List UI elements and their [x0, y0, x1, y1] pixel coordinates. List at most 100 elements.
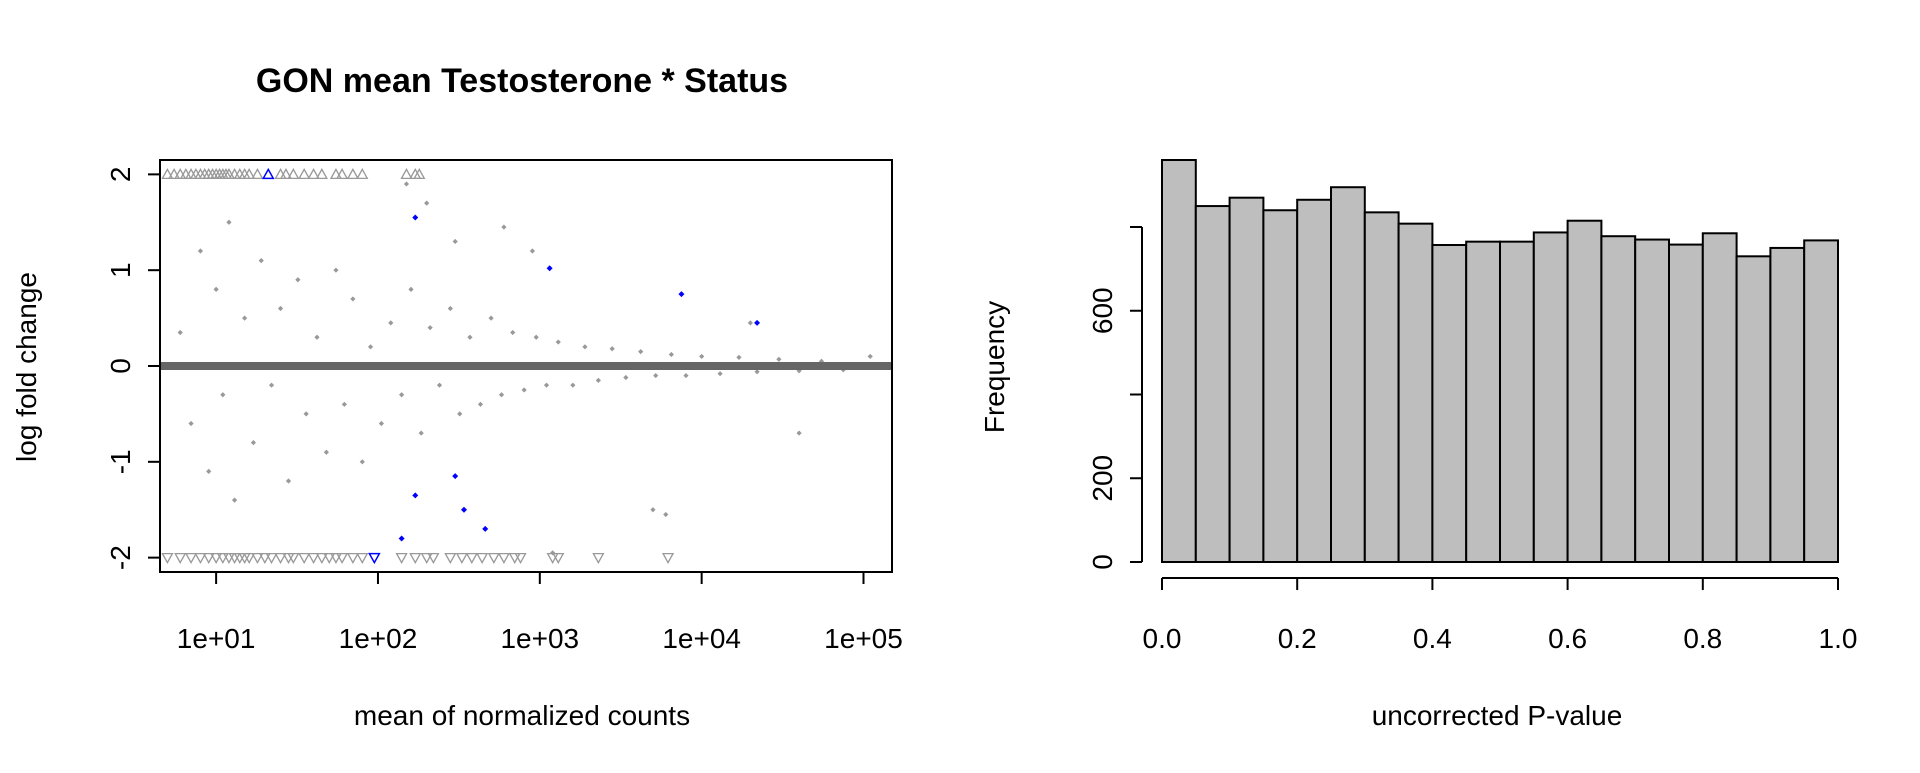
- ma-significant-point: [482, 525, 489, 532]
- ma-significant-point: [678, 291, 685, 298]
- ma-clipped-down-triangle: [508, 552, 521, 564]
- ma-clipped-up-triangle: [335, 168, 349, 180]
- ma-clipped-down-triangle: [356, 552, 369, 564]
- ma-point: [295, 277, 301, 283]
- ma-clipped-up-triangle: [287, 168, 300, 180]
- ma-point: [303, 411, 309, 417]
- ma-point: [226, 219, 232, 225]
- histogram-bar: [1701, 232, 1738, 563]
- ma-clipped-down-triangle: [552, 552, 565, 564]
- ma-clipped-up-triangle: [356, 168, 369, 180]
- ma-clipped-down-triangle: [161, 552, 174, 564]
- ma-clipped-down-triangle: [487, 552, 500, 564]
- histogram-x-tick-label: 1.0: [1819, 623, 1858, 654]
- ma-clipped-down-triangle: [274, 552, 287, 564]
- ma-points-layer: [160, 167, 892, 565]
- histogram-bar: [1431, 244, 1468, 563]
- ma-point: [582, 344, 588, 350]
- ma-point: [796, 430, 802, 436]
- ma-point: [177, 329, 183, 336]
- ma-point: [653, 372, 659, 379]
- ma-point: [206, 468, 212, 474]
- ma-point: [650, 507, 656, 513]
- ma-point: [424, 200, 430, 206]
- histogram-y-axis-label: Frequency: [979, 301, 1010, 433]
- ma-significant-clipped: [262, 167, 275, 180]
- ma-y-tick-label: 1: [105, 262, 136, 278]
- ma-point: [736, 354, 742, 360]
- ma-point: [403, 181, 410, 187]
- ma-clipped-down-triangle: [251, 552, 264, 564]
- ma-y-tick-label: -1: [105, 449, 136, 474]
- ma-point: [350, 296, 356, 302]
- ma-clipped-down-triangle: [315, 552, 328, 564]
- ma-clipped-down-triangle: [395, 552, 408, 564]
- histogram-bar: [1228, 196, 1265, 563]
- ma-plot: GON mean Testosterone * Status -2 -1 0 1 2 1e…: [11, 62, 903, 731]
- ma-plot-title: GON mean Testosterone * Status: [256, 62, 788, 100]
- histogram-y-tick-label: 0: [1087, 554, 1118, 570]
- ma-clipped-down-triangle: [194, 552, 207, 564]
- ma-clipped-down-triangle: [202, 552, 215, 564]
- ma-clipped-down-triangle: [298, 552, 311, 564]
- ma-clipped-down-triangle: [476, 552, 489, 564]
- ma-point: [277, 305, 284, 312]
- ma-clipped-down-triangle: [455, 552, 468, 564]
- histogram-bar: [1194, 205, 1231, 563]
- ma-clipped-down-triangle: [243, 552, 256, 564]
- ma-significant-clipped: [368, 552, 381, 565]
- ma-significant-point: [754, 319, 761, 326]
- ma-clipped-up-triangle: [329, 168, 343, 180]
- histogram-bar: [1634, 238, 1670, 563]
- histogram-bar: [1296, 198, 1332, 563]
- ma-point: [399, 392, 405, 398]
- ma-x-tick-label: 1e+01: [177, 623, 256, 654]
- ma-clipped-down-triangle: [329, 552, 343, 564]
- histogram-bar: [1330, 186, 1366, 563]
- ma-significant-point: [452, 473, 459, 480]
- histogram-bar: [1363, 211, 1400, 563]
- histogram-y-tick-label: 600: [1087, 287, 1118, 334]
- ma-point: [498, 392, 505, 398]
- ma-y-tick-label: 2: [105, 167, 136, 183]
- ma-point: [488, 315, 494, 321]
- ma-clipped-up-triangle: [315, 168, 328, 180]
- ma-clipped-down-triangle: [409, 552, 422, 564]
- ma-point: [213, 286, 219, 292]
- ma-clipped-down-triangle: [258, 552, 271, 564]
- ma-point: [341, 401, 347, 407]
- histogram-axes: 0 200 600 0.0 0.2 0.4 0.6 0.8 1.0: [1087, 226, 1858, 654]
- histogram-bar: [1397, 222, 1434, 563]
- ma-clipped-up-triangle: [251, 168, 264, 180]
- histogram-x-tick-label: 0.4: [1413, 623, 1452, 654]
- ma-y-axis-label: log fold change: [11, 272, 42, 462]
- ma-point: [333, 267, 339, 273]
- histogram-x-tick-label: 0.2: [1278, 623, 1317, 654]
- ma-point: [477, 401, 484, 407]
- ma-point: [533, 334, 539, 340]
- ma-x-tick-label: 1e+02: [339, 623, 418, 654]
- ma-point: [314, 334, 320, 340]
- ma-clipped-down-triangle: [427, 552, 440, 564]
- ma-point: [570, 382, 576, 388]
- histogram-bars: [1161, 159, 1839, 563]
- ma-clipped-up-triangle: [279, 168, 293, 180]
- ma-point: [796, 368, 802, 374]
- ma-significant-point: [546, 265, 553, 272]
- ma-clipped-up-triangle: [161, 168, 174, 180]
- ma-clipped-down-triangle: [307, 552, 320, 564]
- ma-point: [231, 497, 238, 503]
- ma-point: [197, 248, 204, 254]
- ma-clipped-down-triangle: [265, 552, 278, 564]
- ma-point: [683, 372, 689, 379]
- histogram-bar: [1161, 159, 1197, 563]
- ma-clipped-down-triangle: [661, 552, 675, 564]
- histogram-x-tick-label: 0.8: [1683, 623, 1722, 654]
- ma-point: [188, 420, 194, 427]
- ma-point: [754, 369, 760, 375]
- ma-point: [250, 440, 257, 446]
- ma-point: [555, 339, 561, 345]
- ma-clipped-down-triangle: [592, 552, 605, 564]
